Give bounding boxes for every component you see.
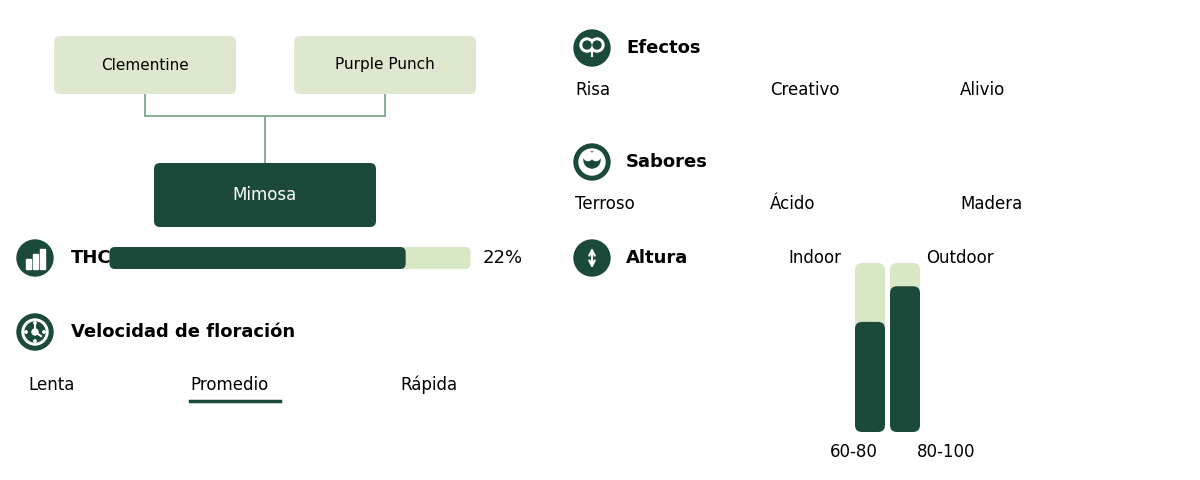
FancyBboxPatch shape (294, 36, 476, 94)
Text: Madera: Madera (960, 195, 1022, 213)
Circle shape (34, 340, 36, 342)
Text: Altura: Altura (626, 249, 689, 267)
Text: THC: THC (71, 249, 112, 267)
Text: 22%: 22% (482, 249, 523, 267)
Circle shape (574, 30, 610, 66)
Circle shape (574, 240, 610, 276)
Text: Creativo: Creativo (770, 81, 840, 99)
Circle shape (580, 38, 594, 52)
Text: Indoor: Indoor (788, 249, 841, 267)
Circle shape (574, 144, 610, 180)
Bar (25, 259, 30, 269)
Circle shape (25, 331, 28, 333)
Circle shape (25, 322, 46, 342)
Circle shape (593, 41, 601, 49)
FancyBboxPatch shape (854, 263, 886, 432)
Text: Outdoor: Outdoor (926, 249, 994, 267)
Text: Ácido: Ácido (770, 195, 816, 213)
Text: Purple Punch: Purple Punch (335, 58, 434, 72)
Text: Clementine: Clementine (101, 58, 188, 72)
Text: Efectos: Efectos (626, 39, 701, 57)
Text: Risa: Risa (575, 81, 610, 99)
Circle shape (32, 329, 38, 335)
Text: Velocidad de floración: Velocidad de floración (71, 323, 295, 341)
FancyBboxPatch shape (154, 163, 376, 227)
Text: 60-80: 60-80 (830, 443, 878, 461)
FancyBboxPatch shape (890, 286, 920, 432)
Text: Rápida: Rápida (400, 376, 457, 394)
Text: Mimosa: Mimosa (233, 186, 298, 204)
FancyBboxPatch shape (854, 322, 886, 432)
Circle shape (17, 240, 53, 276)
FancyBboxPatch shape (109, 247, 406, 269)
FancyBboxPatch shape (890, 263, 920, 432)
Bar (32, 254, 37, 269)
Circle shape (584, 152, 600, 168)
Circle shape (580, 149, 605, 175)
Circle shape (590, 38, 604, 52)
Text: Terroso: Terroso (575, 195, 635, 213)
Circle shape (583, 41, 592, 49)
Circle shape (43, 331, 46, 333)
Text: 80-100: 80-100 (917, 443, 976, 461)
FancyBboxPatch shape (54, 36, 236, 94)
Text: Promedio: Promedio (190, 376, 269, 394)
Circle shape (34, 322, 36, 324)
Text: Alivio: Alivio (960, 81, 1006, 99)
Bar (40, 249, 44, 269)
Circle shape (17, 314, 53, 350)
Text: Lenta: Lenta (28, 376, 74, 394)
FancyBboxPatch shape (109, 247, 470, 269)
Circle shape (583, 152, 593, 160)
Circle shape (592, 152, 600, 160)
Text: Sabores: Sabores (626, 153, 708, 171)
Circle shape (22, 319, 48, 345)
